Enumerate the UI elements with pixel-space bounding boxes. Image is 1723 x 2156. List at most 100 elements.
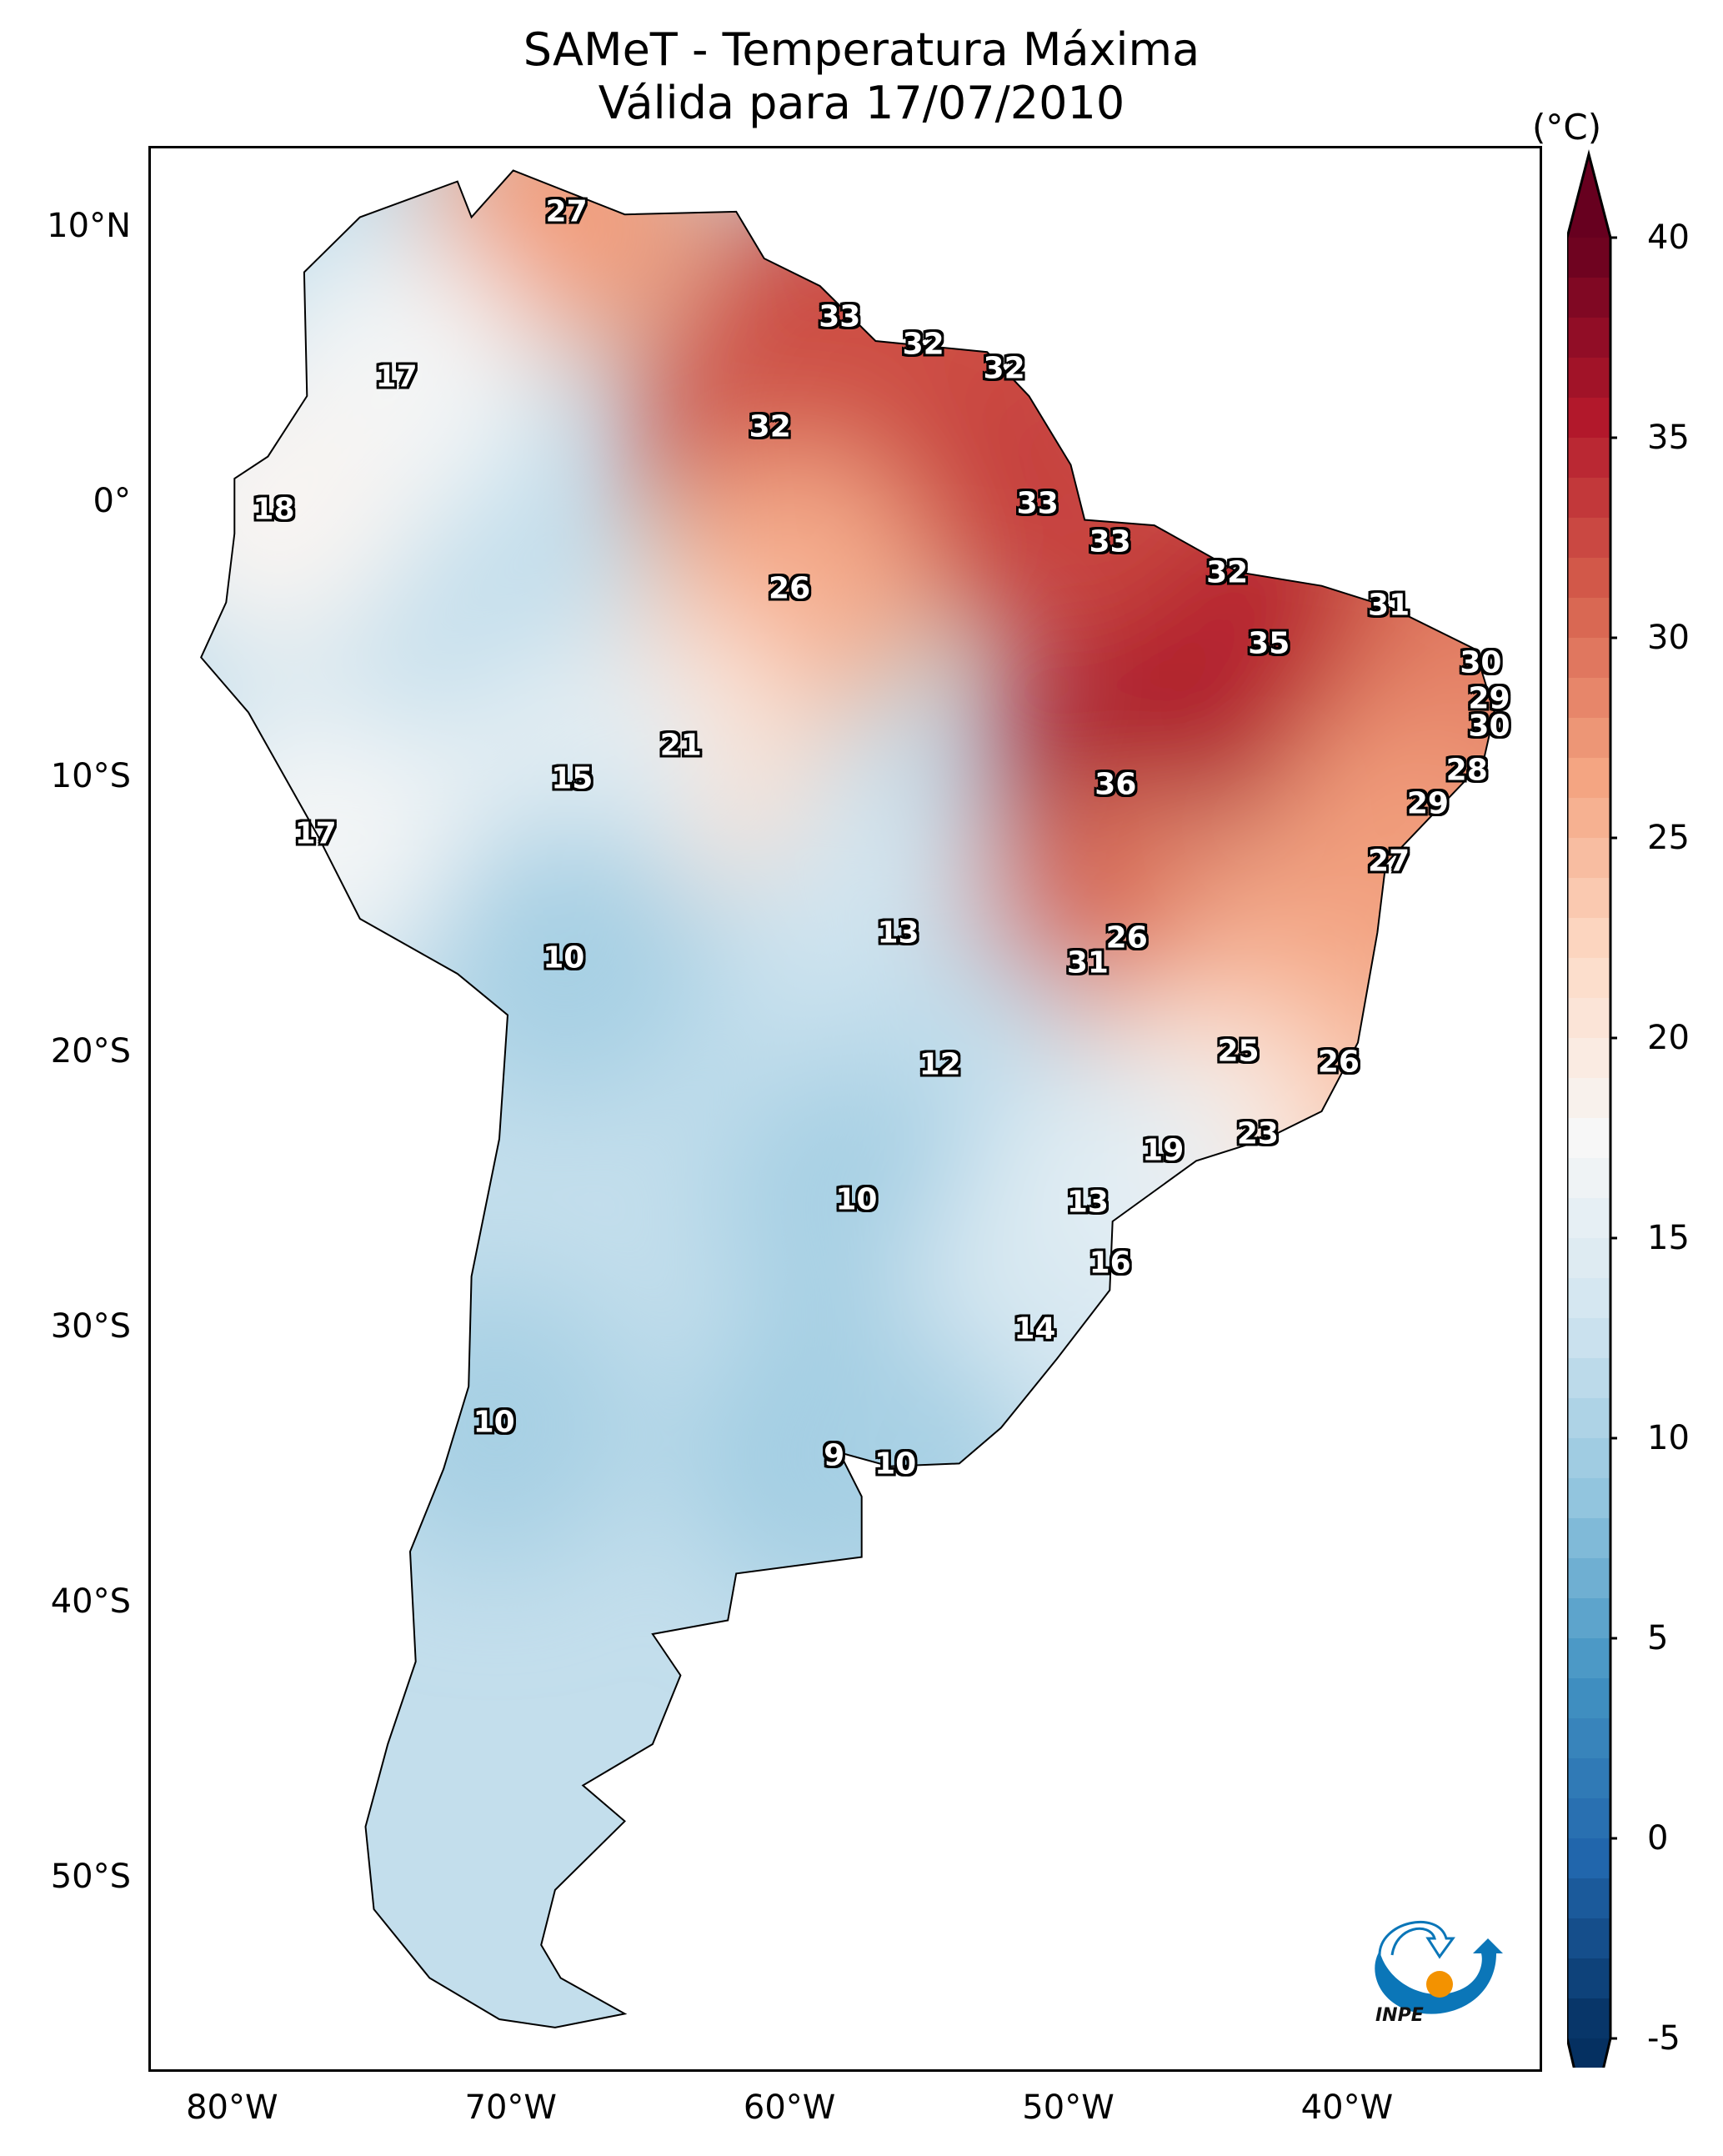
- city-temperature-label: 19: [1142, 1133, 1185, 1167]
- city-temperature-label: 36: [1094, 767, 1137, 802]
- city-temperature-label: 32: [1206, 555, 1249, 589]
- lon-tick-label: 60°W: [743, 2088, 836, 2127]
- colorbar-tick-label: 5: [1647, 1619, 1669, 1657]
- city-temperature-label: 10: [835, 1182, 878, 1217]
- colorbar-segment: [1567, 1158, 1610, 1199]
- lat-tick-label: 50°S: [50, 1858, 131, 1896]
- city-temperature-label: 10: [473, 1405, 515, 1440]
- city-temperature-label: 32: [983, 351, 1025, 386]
- city-temperature-label: 16: [1089, 1246, 1131, 1281]
- city-temperature-label: 30: [1468, 709, 1510, 744]
- colorbar-segment: [1567, 678, 1610, 719]
- chart-subtitle: Válida para 17/07/2010: [598, 77, 1125, 129]
- colorbar-segment: [1567, 358, 1610, 399]
- colorbar-tick-label: 20: [1647, 1019, 1690, 1057]
- colorbar-segment: [1567, 1678, 1610, 1719]
- colorbar: [1567, 149, 1617, 2068]
- colorbar-segment: [1567, 918, 1610, 959]
- city-temperature-label: 13: [1066, 1185, 1109, 1220]
- colorbar-segment: [1567, 1638, 1610, 1679]
- colorbar-segment: [1567, 718, 1610, 759]
- colorbar-segment: [1567, 398, 1610, 439]
- city-temperature-label: 25: [1217, 1034, 1260, 1069]
- lon-tick-label: 70°W: [464, 2088, 557, 2127]
- inpe-logo-icon: [1375, 1920, 1503, 2014]
- colorbar-segment: [1567, 958, 1610, 999]
- lat-tick-label: 10°N: [47, 207, 131, 245]
- city-temperature-label: 29: [1406, 786, 1449, 821]
- colorbar-segment: [1567, 1918, 1610, 1959]
- lon-tick-label: 80°W: [186, 2088, 278, 2127]
- colorbar-segment: [1567, 1878, 1610, 1919]
- map-plot-area: [148, 146, 1542, 2072]
- city-temperature-label: 33: [819, 299, 861, 334]
- city-temperature-label: 21: [659, 728, 702, 763]
- colorbar-segment: [1567, 838, 1610, 879]
- city-temperature-label: 27: [545, 194, 588, 229]
- city-temperature-label: 23: [1236, 1116, 1279, 1151]
- colorbar-segment: [1567, 1318, 1610, 1359]
- colorbar-segment: [1567, 1758, 1610, 1799]
- colorbar-segment: [1567, 478, 1610, 519]
- colorbar-tick-label: -5: [1647, 2019, 1680, 2058]
- city-temperature-label: 26: [1317, 1045, 1360, 1080]
- city-temperature-label: 32: [749, 409, 791, 444]
- chart-title: SAMeT - Temperatura Máxima: [523, 23, 1200, 76]
- city-temperature-label: 18: [253, 492, 295, 527]
- colorbar-segment: [1567, 1398, 1610, 1439]
- colorbar-segment: [1567, 1118, 1610, 1159]
- colorbar-extend-max: [1567, 154, 1610, 238]
- colorbar-segment: [1567, 878, 1610, 919]
- colorbar-segment: [1567, 1958, 1610, 1999]
- colorbar-tick-label: 30: [1647, 619, 1690, 657]
- colorbar-segment: [1567, 1798, 1610, 1839]
- city-temperature-label: 13: [877, 915, 919, 950]
- colorbar-unit-label: (°C): [1532, 107, 1602, 148]
- colorbar-segment: [1567, 1478, 1610, 1519]
- city-temperature-label: 26: [1105, 920, 1148, 955]
- lon-tick-label: 50°W: [1022, 2088, 1114, 2127]
- colorbar-tick-label: 10: [1647, 1419, 1690, 1457]
- colorbar-segment: [1567, 518, 1610, 559]
- lat-tick-label: 10°S: [50, 757, 131, 795]
- city-temperature-label: 35: [1248, 626, 1290, 661]
- colorbar-segment: [1567, 238, 1610, 278]
- colorbar-segment: [1567, 1598, 1610, 1639]
- lat-tick-label: 0°: [93, 482, 131, 520]
- colorbar-tick-label: 15: [1647, 1219, 1690, 1257]
- colorbar-segment: [1567, 1278, 1610, 1319]
- colorbar-tick-label: 35: [1647, 419, 1690, 457]
- city-temperature-label: 27: [1368, 844, 1410, 879]
- city-temperature-label: 33: [1016, 486, 1059, 521]
- colorbar-segment: [1567, 758, 1610, 799]
- city-temperature-label: 10: [874, 1447, 917, 1482]
- inpe-logo-text: INPE: [1375, 2005, 1424, 2026]
- colorbar-segment: [1567, 438, 1610, 479]
- colorbar-segment: [1567, 318, 1610, 358]
- city-temperature-label: 15: [551, 761, 594, 796]
- city-temperature-label: 12: [919, 1047, 961, 1082]
- city-temperature-label: 31: [1368, 588, 1410, 623]
- city-temperature-label: 26: [769, 571, 811, 606]
- city-temperature-label: 32: [902, 327, 944, 362]
- colorbar-segment: [1567, 1038, 1610, 1079]
- colorbar-segment: [1567, 598, 1610, 639]
- city-temperature-label: 31: [1066, 945, 1109, 980]
- colorbar-segment: [1567, 1558, 1610, 1599]
- colorbar-segment: [1567, 1438, 1610, 1479]
- colorbar-extend-min: [1567, 2038, 1610, 2068]
- city-temperature-label: 17: [375, 359, 418, 394]
- city-temperature-label: 28: [1445, 753, 1488, 788]
- lat-tick-label: 30°S: [50, 1307, 131, 1346]
- city-temperature-label: 29: [1468, 681, 1510, 716]
- colorbar-tick-label: 0: [1647, 1819, 1669, 1858]
- colorbar-segment: [1567, 638, 1610, 679]
- colorbar-segment: [1567, 558, 1610, 599]
- city-temperature-label: 9: [824, 1438, 845, 1473]
- lon-tick-label: 40°W: [1300, 2088, 1394, 2127]
- colorbar-segment: [1567, 1238, 1610, 1279]
- colorbar-tick-label: 25: [1647, 819, 1690, 857]
- colorbar-segment: [1567, 1718, 1610, 1759]
- city-temperature-label: 17: [294, 816, 337, 851]
- colorbar-segment: [1567, 998, 1610, 1039]
